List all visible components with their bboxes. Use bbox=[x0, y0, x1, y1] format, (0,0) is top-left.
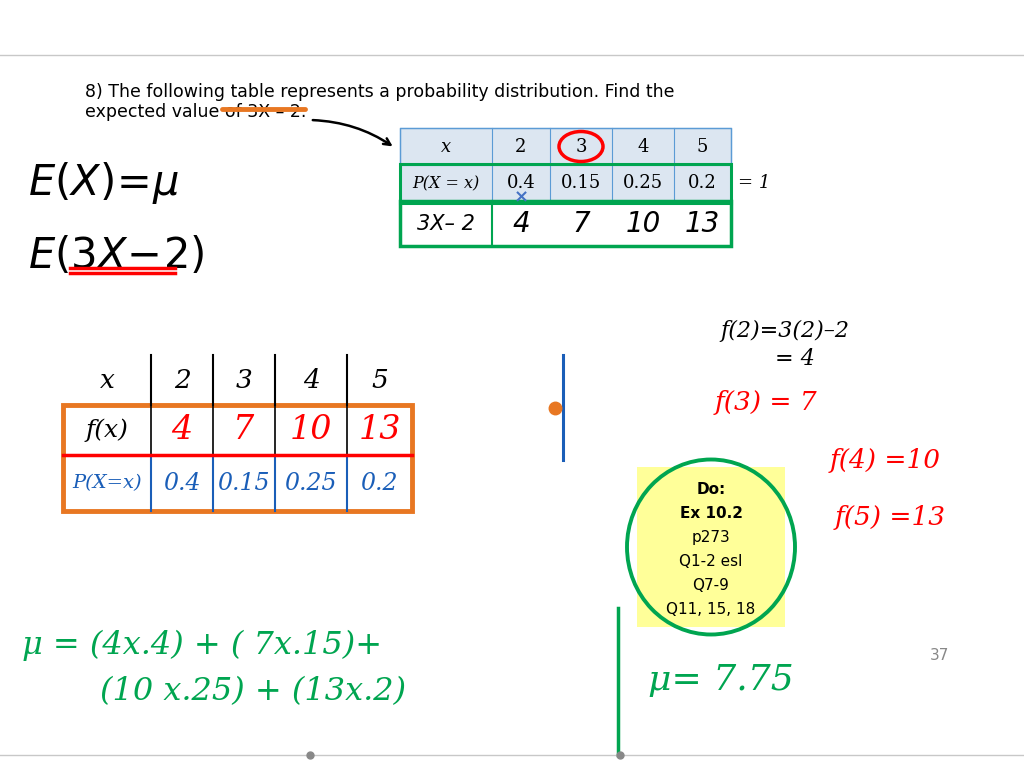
Text: = 1: = 1 bbox=[738, 174, 770, 193]
Text: 3: 3 bbox=[575, 137, 587, 155]
Text: = 4: = 4 bbox=[775, 348, 815, 370]
Text: (10 x.25) + (13x.2): (10 x.25) + (13x.2) bbox=[100, 676, 407, 707]
Text: 2: 2 bbox=[174, 368, 190, 392]
Bar bbox=[400, 128, 731, 202]
Text: 10: 10 bbox=[626, 210, 660, 239]
Text: Q11, 15, 18: Q11, 15, 18 bbox=[667, 602, 756, 617]
Text: Ex 10.2: Ex 10.2 bbox=[680, 506, 742, 521]
Text: f(2)=3(2)–2: f(2)=3(2)–2 bbox=[720, 320, 849, 342]
Text: 7: 7 bbox=[233, 414, 255, 446]
Text: μ= 7.75: μ= 7.75 bbox=[648, 663, 794, 697]
Text: 3X– 2: 3X– 2 bbox=[417, 214, 475, 234]
Text: 8) The following table represents a probability distribution. Find the: 8) The following table represents a prob… bbox=[85, 83, 675, 101]
Text: 13: 13 bbox=[685, 210, 720, 239]
Text: 2: 2 bbox=[515, 137, 526, 155]
Text: P(X=x): P(X=x) bbox=[72, 474, 141, 492]
Text: p273: p273 bbox=[691, 530, 730, 545]
Text: 5: 5 bbox=[696, 137, 709, 155]
Text: 4: 4 bbox=[171, 414, 193, 446]
Text: x: x bbox=[99, 368, 115, 392]
Text: f(3) = 7: f(3) = 7 bbox=[715, 390, 817, 415]
Text: ×: × bbox=[513, 188, 528, 206]
Text: P(X = x): P(X = x) bbox=[413, 175, 479, 192]
Text: 5: 5 bbox=[371, 368, 388, 392]
Text: Q1-2 esl: Q1-2 esl bbox=[679, 554, 742, 569]
Text: Q7-9: Q7-9 bbox=[692, 578, 729, 593]
Text: $\mathit{E}(3\mathit{X}\!-\!2)$: $\mathit{E}(3\mathit{X}\!-\!2)$ bbox=[28, 235, 205, 277]
Text: 0.25: 0.25 bbox=[285, 472, 337, 495]
Bar bbox=[400, 201, 731, 246]
Text: 0.15: 0.15 bbox=[218, 472, 270, 495]
Text: 0.25: 0.25 bbox=[623, 174, 664, 193]
Text: 13: 13 bbox=[358, 414, 400, 446]
Text: x: x bbox=[441, 137, 451, 155]
Text: $\mathit{E}(\mathit{X})\!=\!\mu$: $\mathit{E}(\mathit{X})\!=\!\mu$ bbox=[28, 160, 179, 206]
Text: 4: 4 bbox=[512, 210, 529, 239]
FancyArrowPatch shape bbox=[312, 120, 390, 145]
Text: 3: 3 bbox=[236, 368, 252, 392]
Text: 4: 4 bbox=[303, 368, 319, 392]
Text: f(4) =10: f(4) =10 bbox=[830, 448, 941, 473]
Text: 0.4: 0.4 bbox=[163, 472, 201, 495]
Text: 0.15: 0.15 bbox=[561, 174, 601, 193]
Text: expected value of 3X – 2.: expected value of 3X – 2. bbox=[85, 103, 306, 121]
Bar bbox=[400, 164, 731, 203]
Text: μ = (4x.4) + ( 7x.15)+: μ = (4x.4) + ( 7x.15)+ bbox=[22, 630, 382, 661]
Text: 10: 10 bbox=[290, 414, 332, 446]
Text: 7: 7 bbox=[572, 210, 590, 239]
Bar bbox=[637, 467, 785, 627]
Text: 0.4: 0.4 bbox=[507, 174, 536, 193]
Text: 0.2: 0.2 bbox=[688, 174, 717, 193]
Text: 0.2: 0.2 bbox=[360, 472, 398, 495]
Text: 4: 4 bbox=[637, 137, 648, 155]
Text: f(x): f(x) bbox=[86, 419, 128, 442]
Text: 37: 37 bbox=[930, 648, 949, 663]
Bar bbox=[63, 405, 412, 511]
Text: Do:: Do: bbox=[696, 482, 726, 497]
Text: f(5) =13: f(5) =13 bbox=[835, 505, 946, 530]
